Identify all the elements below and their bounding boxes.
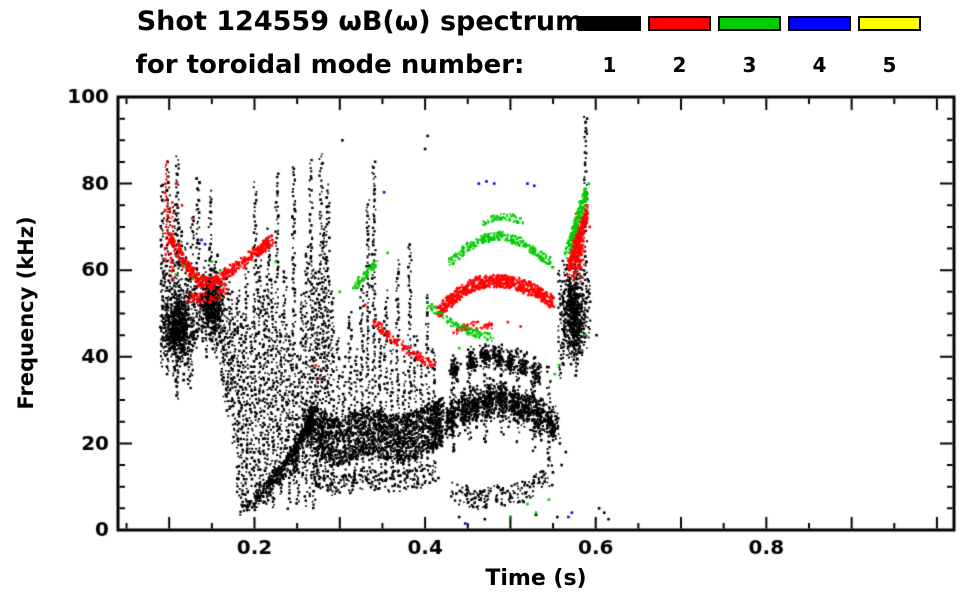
figure-title: Shot 124559 ωB(ω) spectrum	[136, 6, 584, 37]
mode-5-color-swatch	[858, 16, 921, 31]
legend-item-mode-5: 5	[858, 16, 921, 75]
x-axis-label: Time (s)	[485, 566, 587, 591]
legend-item-mode-1: 1	[578, 16, 641, 75]
mode-3-color-swatch	[718, 16, 781, 31]
mode-4-color-swatch	[788, 16, 851, 31]
mode-1-color-swatch	[578, 16, 641, 31]
mode-2-label: 2	[672, 53, 687, 77]
legend-item-mode-4: 4	[788, 16, 851, 75]
mode-legend: 1 2 3 4 5	[578, 16, 921, 75]
legend-item-mode-3: 3	[718, 16, 781, 75]
mode-2-color-swatch	[648, 16, 711, 31]
y-axis-label: Frequency (kHz)	[14, 216, 38, 410]
figure-subtitle: for toroidal mode number:	[135, 50, 525, 80]
legend-item-mode-2: 2	[648, 16, 711, 75]
mode-1-label: 1	[602, 53, 617, 77]
mode-5-label: 5	[882, 53, 897, 77]
mode-3-label: 3	[742, 53, 757, 77]
mode-4-label: 4	[812, 53, 827, 77]
